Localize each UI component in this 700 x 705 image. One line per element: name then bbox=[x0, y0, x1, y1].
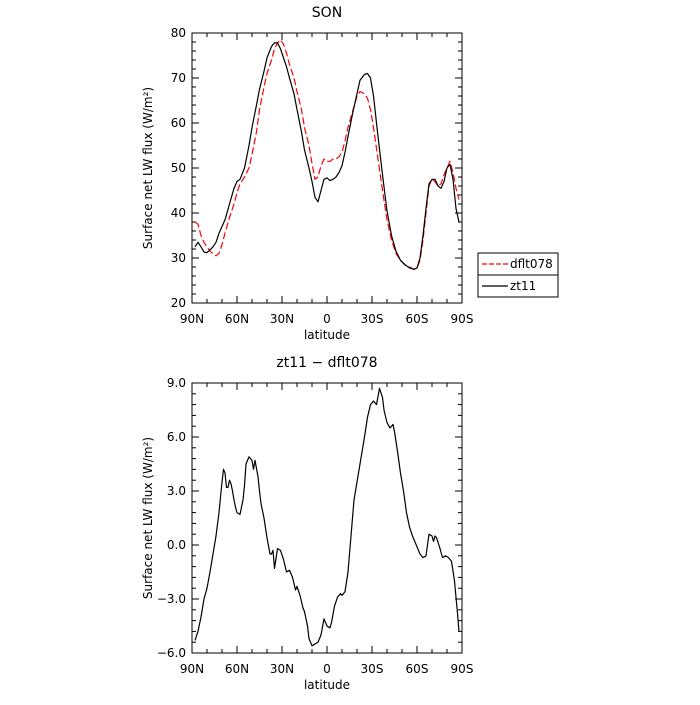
x-tick-label: 60N bbox=[225, 662, 249, 676]
legend-label: zt11 bbox=[510, 279, 536, 293]
x-tick-label: 30S bbox=[361, 312, 384, 326]
x-tick-label: 90S bbox=[451, 312, 474, 326]
y-tick-label: −6.0 bbox=[157, 646, 186, 660]
y-tick-label: 60 bbox=[171, 116, 186, 130]
x-tick-label: 30N bbox=[270, 662, 294, 676]
y-tick-label: 9.0 bbox=[167, 376, 186, 390]
x-axis-label: latitude bbox=[304, 328, 350, 342]
y-tick-label: 20 bbox=[171, 296, 186, 310]
x-tick-label: 90N bbox=[180, 662, 204, 676]
x-tick-label: 0 bbox=[323, 662, 331, 676]
x-tick-label: 60S bbox=[406, 662, 429, 676]
plot-frame bbox=[191, 32, 463, 304]
series-line-dflt078 bbox=[194, 39, 460, 270]
series-line-difference bbox=[194, 387, 460, 647]
y-tick-label: 6.0 bbox=[167, 430, 186, 444]
x-tick-label: 60S bbox=[406, 312, 429, 326]
x-tick-label: 30N bbox=[270, 312, 294, 326]
y-axis-label: Surface net LW flux (W/m²) bbox=[141, 87, 155, 249]
y-axis-label: Surface net LW flux (W/m²) bbox=[141, 437, 155, 599]
y-tick-label: 70 bbox=[171, 71, 186, 85]
y-tick-label: 50 bbox=[171, 161, 186, 175]
x-axis-label: latitude bbox=[304, 678, 350, 692]
y-tick-label: −3.0 bbox=[157, 592, 186, 606]
y-tick-label: 0.0 bbox=[167, 538, 186, 552]
x-tick-label: 90N bbox=[180, 312, 204, 326]
y-tick-label: 80 bbox=[171, 26, 186, 40]
chart-title: zt11 − dflt078 bbox=[276, 355, 377, 371]
x-tick-label: 30S bbox=[361, 662, 384, 676]
y-tick-label: 3.0 bbox=[167, 484, 186, 498]
chart-panel-2: 90N 60N 30N 0 30S 60S 90S −6.0 −3.0 0.0 3.0 6.0 9.0 z… bbox=[141, 355, 473, 692]
x-tick-label: 60N bbox=[225, 312, 249, 326]
plot-frame bbox=[191, 382, 463, 654]
series-line-zt11 bbox=[194, 42, 460, 270]
x-tick-label: 0 bbox=[323, 312, 331, 326]
legend: dflt078 zt11 bbox=[477, 252, 559, 298]
x-tick-label: 90S bbox=[451, 662, 474, 676]
chart-panel-1: 90N 60N 30N 0 30S 60S 90S 20 30 40 50 60 70 80 SON lati… bbox=[141, 5, 559, 342]
y-tick-label: 40 bbox=[171, 206, 186, 220]
chart-title: SON bbox=[312, 5, 342, 21]
legend-label: dflt078 bbox=[510, 257, 553, 271]
y-tick-label: 30 bbox=[171, 251, 186, 265]
